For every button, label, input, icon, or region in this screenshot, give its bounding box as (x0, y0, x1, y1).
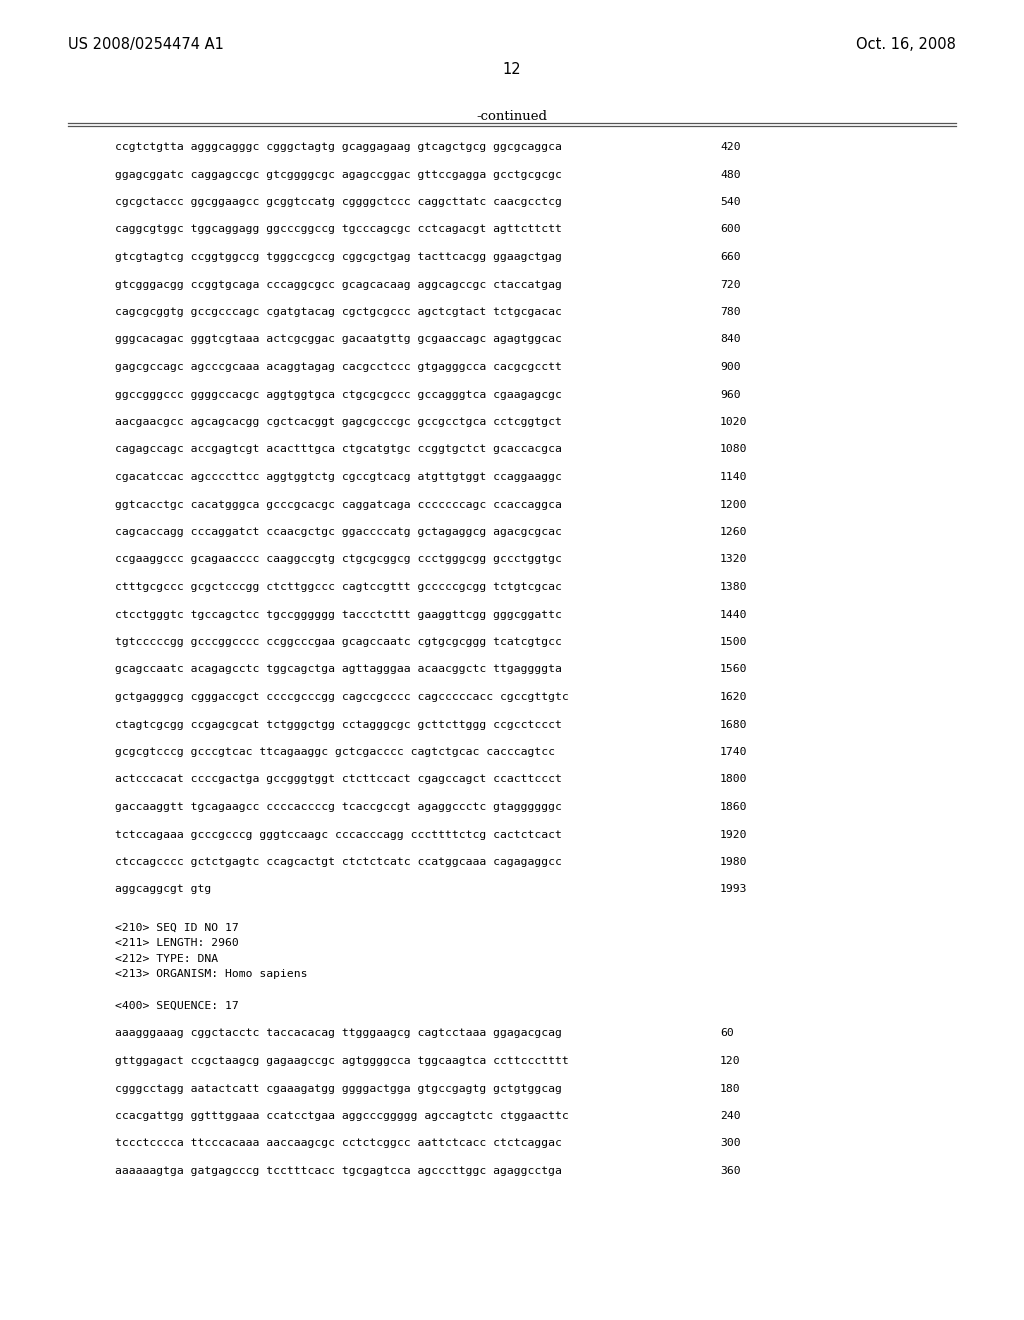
Text: ctccagcccc gctctgagtc ccagcactgt ctctctcatc ccatggcaaa cagagaggcc: ctccagcccc gctctgagtc ccagcactgt ctctctc… (115, 857, 562, 867)
Text: <211> LENGTH: 2960: <211> LENGTH: 2960 (115, 939, 239, 948)
Text: gcgcgtcccg gcccgtcac ttcagaaggc gctcgacccc cagtctgcac cacccagtcc: gcgcgtcccg gcccgtcac ttcagaaggc gctcgacc… (115, 747, 555, 756)
Text: 1260: 1260 (720, 527, 748, 537)
Text: 780: 780 (720, 308, 740, 317)
Text: 1620: 1620 (720, 692, 748, 702)
Text: ccgaaggccc gcagaacccc caaggccgtg ctgcgcggcg ccctgggcgg gccctggtgc: ccgaaggccc gcagaacccc caaggccgtg ctgcgcg… (115, 554, 562, 565)
Text: 600: 600 (720, 224, 740, 235)
Text: gcagccaatc acagagcctc tggcagctga agttagggaa acaacggctc ttgaggggta: gcagccaatc acagagcctc tggcagctga agttagg… (115, 664, 562, 675)
Text: cgggcctagg aatactcatt cgaaagatgg ggggactgga gtgccgagtg gctgtggcag: cgggcctagg aatactcatt cgaaagatgg ggggact… (115, 1084, 562, 1093)
Text: cagcaccagg cccaggatct ccaacgctgc ggaccccatg gctagaggcg agacgcgcac: cagcaccagg cccaggatct ccaacgctgc ggacccc… (115, 527, 562, 537)
Text: 540: 540 (720, 197, 740, 207)
Text: 1200: 1200 (720, 499, 748, 510)
Text: gtcgggacgg ccggtgcaga cccaggcgcc gcagcacaag aggcagccgc ctaccatgag: gtcgggacgg ccggtgcaga cccaggcgcc gcagcac… (115, 280, 562, 289)
Text: cagcgcggtg gccgcccagc cgatgtacag cgctgcgccc agctcgtact tctgcgacac: cagcgcggtg gccgcccagc cgatgtacag cgctgcg… (115, 308, 562, 317)
Text: tgtcccccgg gcccggcccc ccggcccgaa gcagccaatc cgtgcgcggg tcatcgtgcc: tgtcccccgg gcccggcccc ccggcccgaa gcagcca… (115, 638, 562, 647)
Text: aacgaacgcc agcagcacgg cgctcacggt gagcgcccgc gccgcctgca cctcggtgct: aacgaacgcc agcagcacgg cgctcacggt gagcgcc… (115, 417, 562, 426)
Text: 120: 120 (720, 1056, 740, 1067)
Text: ggtcacctgc cacatgggca gcccgcacgc caggatcaga cccccccagc ccaccaggca: ggtcacctgc cacatgggca gcccgcacgc caggatc… (115, 499, 562, 510)
Text: ctcctgggtc tgccagctcc tgccgggggg taccctcttt gaaggttcgg gggcggattc: ctcctgggtc tgccagctcc tgccgggggg taccctc… (115, 610, 562, 619)
Text: 720: 720 (720, 280, 740, 289)
Text: ccgtctgtta agggcagggc cgggctagtg gcaggagaag gtcagctgcg ggcgcaggca: ccgtctgtta agggcagggc cgggctagtg gcaggag… (115, 143, 562, 152)
Text: <210> SEQ ID NO 17: <210> SEQ ID NO 17 (115, 923, 239, 932)
Text: cagagccagc accgagtcgt acactttgca ctgcatgtgc ccggtgctct gcaccacgca: cagagccagc accgagtcgt acactttgca ctgcatg… (115, 445, 562, 454)
Text: -continued: -continued (476, 110, 548, 123)
Text: actcccacat ccccgactga gccgggtggt ctcttccact cgagccagct ccacttccct: actcccacat ccccgactga gccgggtggt ctcttcc… (115, 775, 562, 784)
Text: 1560: 1560 (720, 664, 748, 675)
Text: 1680: 1680 (720, 719, 748, 730)
Text: 60: 60 (720, 1028, 734, 1039)
Text: 1920: 1920 (720, 829, 748, 840)
Text: 840: 840 (720, 334, 740, 345)
Text: ggccgggccc ggggccacgc aggtggtgca ctgcgcgccc gccagggtca cgaagagcgc: ggccgggccc ggggccacgc aggtggtgca ctgcgcg… (115, 389, 562, 400)
Text: gtcgtagtcg ccggtggccg tgggccgccg cggcgctgag tacttcacgg ggaagctgag: gtcgtagtcg ccggtggccg tgggccgccg cggcgct… (115, 252, 562, 261)
Text: 240: 240 (720, 1111, 740, 1121)
Text: <213> ORGANISM: Homo sapiens: <213> ORGANISM: Homo sapiens (115, 969, 307, 979)
Text: gctgagggcg cgggaccgct ccccgcccgg cagccgcccc cagcccccacc cgccgttgtc: gctgagggcg cgggaccgct ccccgcccgg cagccgc… (115, 692, 568, 702)
Text: aaagggaaag cggctacctc taccacacag ttgggaagcg cagtcctaaa ggagacgcag: aaagggaaag cggctacctc taccacacag ttgggaa… (115, 1028, 562, 1039)
Text: ggagcggatc caggagccgc gtcggggcgc agagccggac gttccgagga gcctgcgcgc: ggagcggatc caggagccgc gtcggggcgc agagccg… (115, 169, 562, 180)
Text: 1500: 1500 (720, 638, 748, 647)
Text: aggcaggcgt gtg: aggcaggcgt gtg (115, 884, 211, 895)
Text: aaaaaagtga gatgagcccg tcctttcacc tgcgagtcca agcccttggc agaggcctga: aaaaaagtga gatgagcccg tcctttcacc tgcgagt… (115, 1166, 562, 1176)
Text: cgcgctaccc ggcggaagcc gcggtccatg cggggctccc caggcttatc caacgcctcg: cgcgctaccc ggcggaagcc gcggtccatg cggggct… (115, 197, 562, 207)
Text: Oct. 16, 2008: Oct. 16, 2008 (856, 37, 956, 51)
Text: gaccaaggtt tgcagaagcc ccccaccccg tcaccgccgt agaggccctc gtaggggggc: gaccaaggtt tgcagaagcc ccccaccccg tcaccgc… (115, 803, 562, 812)
Text: US 2008/0254474 A1: US 2008/0254474 A1 (68, 37, 224, 51)
Text: ctagtcgcgg ccgagcgcat tctgggctgg cctagggcgc gcttcttggg ccgcctccct: ctagtcgcgg ccgagcgcat tctgggctgg cctaggg… (115, 719, 562, 730)
Text: 960: 960 (720, 389, 740, 400)
Text: 1860: 1860 (720, 803, 748, 812)
Text: 1740: 1740 (720, 747, 748, 756)
Text: <212> TYPE: DNA: <212> TYPE: DNA (115, 953, 218, 964)
Text: tccctcccca ttcccacaaa aaccaagcgc cctctcggcc aattctcacc ctctcaggac: tccctcccca ttcccacaaa aaccaagcgc cctctcg… (115, 1138, 562, 1148)
Text: ccacgattgg ggtttggaaa ccatcctgaa aggcccggggg agccagtctc ctggaacttc: ccacgattgg ggtttggaaa ccatcctgaa aggcccg… (115, 1111, 568, 1121)
Text: gggcacagac gggtcgtaaa actcgcggac gacaatgttg gcgaaccagc agagtggcac: gggcacagac gggtcgtaaa actcgcggac gacaatg… (115, 334, 562, 345)
Text: tctccagaaa gcccgcccg gggtccaagc cccacccagg cccttttctcg cactctcact: tctccagaaa gcccgcccg gggtccaagc cccaccca… (115, 829, 562, 840)
Text: ctttgcgccc gcgctcccgg ctcttggccc cagtccgttt gcccccgcgg tctgtcgcac: ctttgcgccc gcgctcccgg ctcttggccc cagtccg… (115, 582, 562, 591)
Text: 1440: 1440 (720, 610, 748, 619)
Text: gttggagact ccgctaagcg gagaagccgc agtggggcca tggcaagtca ccttccctttt: gttggagact ccgctaagcg gagaagccgc agtgggg… (115, 1056, 568, 1067)
Text: <400> SEQUENCE: 17: <400> SEQUENCE: 17 (115, 1001, 239, 1011)
Text: 1800: 1800 (720, 775, 748, 784)
Text: 1380: 1380 (720, 582, 748, 591)
Text: 1320: 1320 (720, 554, 748, 565)
Text: 660: 660 (720, 252, 740, 261)
Text: 1080: 1080 (720, 445, 748, 454)
Text: gagcgccagc agcccgcaaa acaggtagag cacgcctccc gtgagggcca cacgcgcctt: gagcgccagc agcccgcaaa acaggtagag cacgcct… (115, 362, 562, 372)
Text: 900: 900 (720, 362, 740, 372)
Text: 480: 480 (720, 169, 740, 180)
Text: 1020: 1020 (720, 417, 748, 426)
Text: 1980: 1980 (720, 857, 748, 867)
Text: 1993: 1993 (720, 884, 748, 895)
Text: 360: 360 (720, 1166, 740, 1176)
Text: 12: 12 (503, 62, 521, 77)
Text: 300: 300 (720, 1138, 740, 1148)
Text: 420: 420 (720, 143, 740, 152)
Text: 1140: 1140 (720, 473, 748, 482)
Text: cgacatccac agccccttcc aggtggtctg cgccgtcacg atgttgtggt ccaggaaggc: cgacatccac agccccttcc aggtggtctg cgccgtc… (115, 473, 562, 482)
Text: caggcgtggc tggcaggagg ggcccggccg tgcccagcgc cctcagacgt agttcttctt: caggcgtggc tggcaggagg ggcccggccg tgcccag… (115, 224, 562, 235)
Text: 180: 180 (720, 1084, 740, 1093)
